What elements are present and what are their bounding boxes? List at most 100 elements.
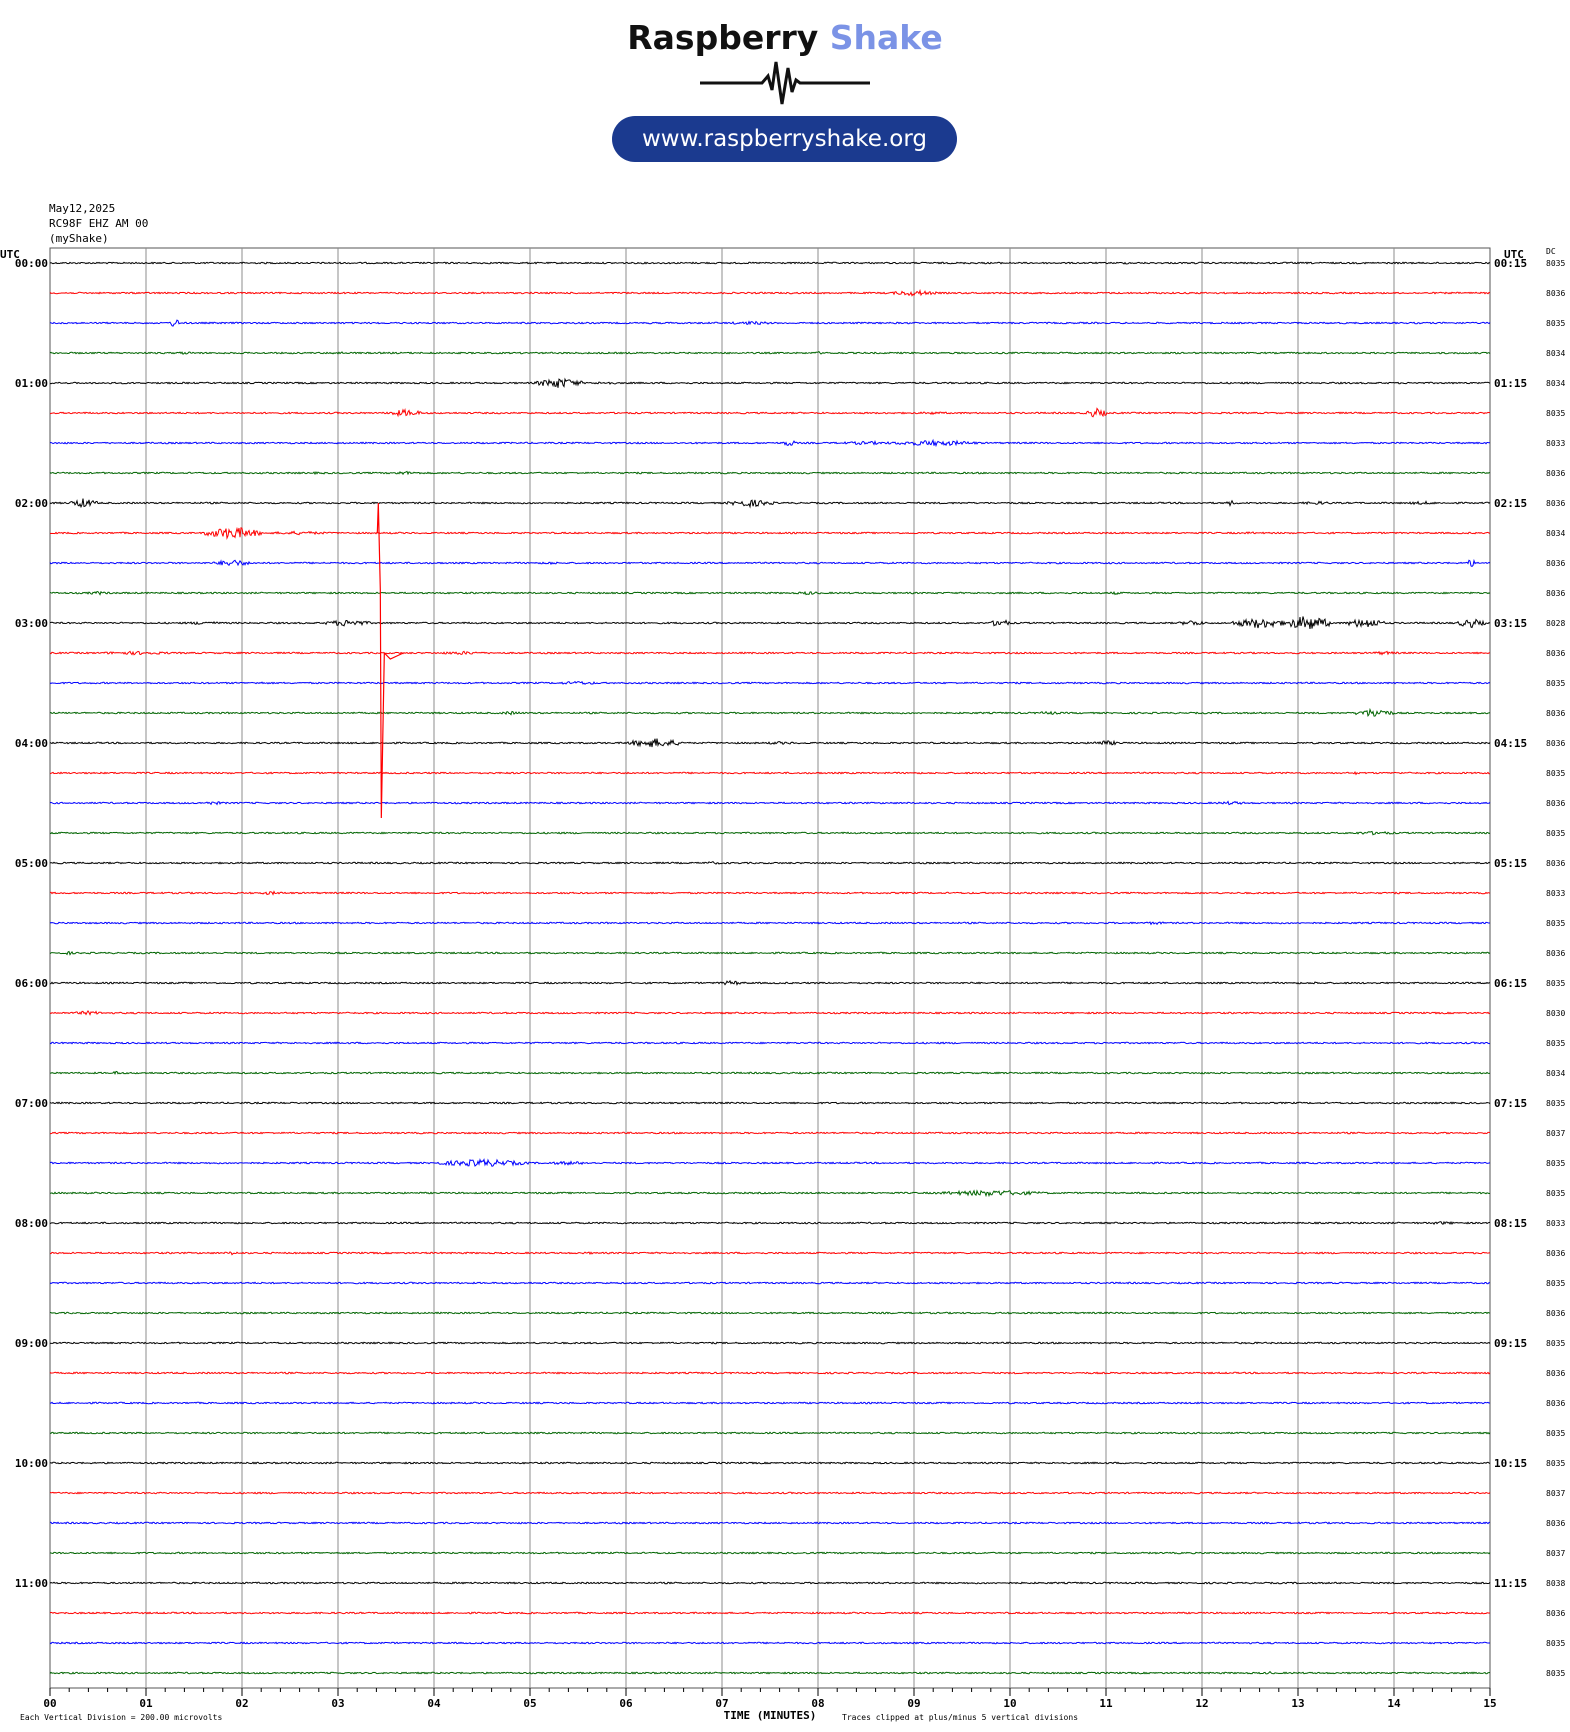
x-tick-label: 07 [715,1697,728,1710]
logo-title-part2: Shake [829,18,943,57]
left-hour-label: 10:00 [15,1457,48,1470]
seismic-trace [49,1551,1491,1555]
right-hour-label: 08:15 [1494,1217,1527,1230]
dc-value: 8035 [1546,1039,1565,1048]
dc-value: 8035 [1546,829,1565,838]
dc-value: 8036 [1546,1249,1565,1258]
x-tick-label: 01 [139,1697,153,1710]
seismic-trace [49,1009,1491,1016]
logo-seismogram-icon [700,61,870,105]
dc-value: 8036 [1546,859,1565,868]
seismic-trace [49,498,1491,509]
seismic-trace [49,1281,1491,1285]
right-hour-label: 03:15 [1494,617,1527,630]
left-hour-label: 05:00 [15,857,48,870]
website-url-badge[interactable]: www.raspberryshake.org [612,116,957,162]
left-hour-label: 03:00 [15,617,48,630]
seismic-trace [49,407,1491,418]
header-date: May12,2025 [49,202,116,215]
earthquake-spike [376,502,404,819]
dc-value: 8035 [1546,1159,1565,1168]
seismic-trace [49,1251,1491,1256]
dc-value: 8036 [1546,499,1565,508]
header-network: (myShake) [49,232,109,245]
seismic-trace [50,1070,1491,1076]
right-utc-header: UTC [1504,248,1524,261]
seismic-trace [49,890,1491,896]
seismic-trace [49,1041,1491,1045]
chart-grid [49,247,1491,1696]
x-tick-label: 02 [235,1697,248,1710]
dc-value: 8036 [1546,799,1565,808]
dc-value: 8038 [1546,1579,1565,1588]
seismic-trace [49,707,1491,718]
chart-labels: 00 01 02 03 04 05 06 07 08 09 10 11 12 13 14 15 TIME (MI… [0,247,1565,1722]
x-tick-label: 05 [523,1697,536,1710]
x-tick-label: 15 [1483,1697,1496,1710]
dc-value: 8035 [1546,409,1565,418]
seismic-trace [49,650,1491,656]
x-tick-label: 14 [1387,1697,1401,1710]
left-hour-label: 01:00 [15,377,48,390]
x-tick-label: 00 [43,1697,56,1710]
dc-value: 8036 [1546,949,1565,958]
right-hour-label: 00:15 [1494,257,1527,270]
x-tick-label: 06 [619,1697,633,1710]
seismic-trace [49,830,1491,836]
dc-value: 8036 [1546,1369,1565,1378]
seismic-trace [49,1581,1491,1585]
x-tick-label: 08 [811,1697,824,1710]
seismic-trace [49,288,1491,297]
right-hour-label: 05:15 [1494,857,1527,870]
seismic-trace [49,1670,1491,1675]
dc-value: 8037 [1546,1549,1565,1558]
seismic-trace [49,979,1491,986]
right-hour-label: 09:15 [1494,1337,1527,1350]
dc-value: 8036 [1546,589,1565,598]
left-utc-header: UTC [0,248,20,261]
seismic-trace [49,1611,1491,1615]
dc-value: 8036 [1546,1519,1565,1528]
dc-value: 8036 [1546,1399,1565,1408]
seismic-trace [49,921,1491,926]
seismic-trace [49,377,1491,388]
seismic-trace [49,800,1491,806]
dc-value: 8037 [1546,1489,1565,1498]
left-hour-label: 09:00 [15,1337,48,1350]
seismic-trace [49,350,1491,355]
seismic-trace [49,526,1491,541]
seismic-trace [49,680,1491,685]
left-hour-label: 00:00 [15,257,48,270]
dc-value: 8037 [1546,1129,1565,1138]
chart-traces [49,261,1491,1675]
right-hour-label: 01:15 [1494,377,1527,390]
right-hour-label: 07:15 [1494,1097,1527,1110]
dc-value: 8035 [1546,1279,1565,1288]
dc-value: 8033 [1546,439,1565,448]
dc-value: 8035 [1546,769,1565,778]
seismic-trace [49,438,1490,448]
x-axis-label: TIME (MINUTES) [724,1709,817,1722]
dc-value: 8035 [1546,1099,1565,1108]
dc-value: 8036 [1546,709,1565,718]
dc-value: 8035 [1546,319,1565,328]
seismic-trace [49,319,1491,327]
left-hour-label: 02:00 [15,497,48,510]
x-tick-label: 03 [331,1697,344,1710]
dc-value: 8035 [1546,1639,1565,1648]
seismic-trace [49,1158,1491,1167]
left-hour-label: 11:00 [15,1577,48,1590]
dc-value: 8034 [1546,529,1565,538]
seismic-trace [49,1641,1490,1645]
dc-value: 8034 [1546,379,1565,388]
right-hour-label: 02:15 [1494,497,1527,510]
seismic-trace [49,616,1491,629]
left-hour-label: 06:00 [15,977,48,990]
dc-value: 8034 [1546,349,1565,358]
dc-value: 8034 [1546,1069,1565,1078]
seismic-trace [49,1341,1491,1345]
logo-title: Raspberry Shake [0,18,1570,57]
clip-note: Traces clipped at plus/minus 5 vertical … [842,1713,1078,1722]
dc-value: 8030 [1546,1009,1565,1018]
